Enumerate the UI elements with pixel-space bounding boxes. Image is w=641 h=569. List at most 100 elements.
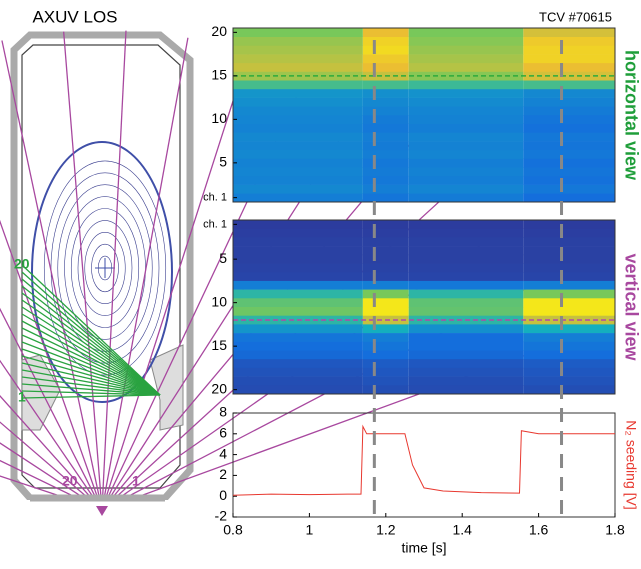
heat-cell	[408, 149, 524, 159]
side-label: vertical view	[621, 253, 641, 361]
heat-cell	[233, 254, 363, 264]
heat-cell	[362, 263, 409, 273]
heat-cell	[362, 289, 409, 299]
heat-cell	[523, 193, 615, 203]
heat-cell	[408, 45, 524, 55]
heat-cell	[523, 115, 615, 124]
heat-cell	[523, 324, 615, 334]
heat-cell	[408, 272, 524, 282]
y-tick-label: 0	[219, 487, 227, 503]
v-los	[1, 40, 103, 511]
heat-cell	[408, 97, 524, 107]
heat-cell	[408, 106, 524, 116]
x-tick-label: 1.2	[376, 522, 396, 538]
heat-cell	[362, 141, 409, 151]
heat-cell	[233, 36, 363, 46]
heat-cell	[408, 289, 524, 299]
heat-cell	[233, 367, 363, 377]
flux-surface	[84, 232, 126, 305]
y-tick-label: ch. 1	[203, 218, 227, 230]
v-los	[0, 219, 103, 511]
heat-cell	[408, 228, 524, 238]
heat-cell	[523, 385, 615, 395]
v-los	[0, 421, 103, 511]
heat-cell	[233, 350, 363, 360]
v-los	[0, 475, 103, 511]
heat-cell	[408, 263, 524, 273]
y-axis-label: N₂ seeding [V]	[623, 420, 639, 509]
heat-cell	[523, 220, 615, 229]
heat-cell	[362, 158, 409, 168]
heat-cell	[362, 376, 409, 386]
heat-cell	[408, 193, 524, 203]
heat-cell	[233, 220, 363, 229]
heat-cell	[523, 184, 615, 194]
plot-frame	[232, 27, 616, 203]
heat-cell	[362, 36, 409, 46]
heat-cell	[408, 62, 524, 72]
heat-cell	[408, 307, 524, 316]
heat-cell	[362, 324, 409, 334]
heat-cell	[233, 158, 363, 168]
x-axis-label: time [s]	[401, 540, 446, 556]
heat-cell	[523, 376, 615, 386]
heat-cell	[233, 88, 363, 98]
heat-cell	[233, 175, 363, 185]
heat-cell	[233, 115, 363, 124]
heat-cell	[362, 246, 409, 256]
heat-cell	[523, 36, 615, 46]
h-los	[21, 278, 161, 396]
y-tick-label: 20	[211, 23, 227, 39]
heat-cell	[233, 385, 363, 395]
heat-cell	[233, 193, 363, 203]
y-tick-label: 20	[211, 380, 227, 396]
heat-cell	[233, 307, 363, 316]
flux-surface	[77, 220, 133, 316]
y-tick-label: 6	[219, 425, 227, 441]
heat-cell	[362, 298, 409, 308]
heat-cell	[408, 36, 524, 46]
heat-cell	[408, 54, 524, 64]
h-los-label: 1	[18, 389, 26, 405]
h-los	[21, 292, 161, 396]
heat-cell	[362, 280, 409, 290]
heat-cell	[523, 254, 615, 264]
h-los	[21, 306, 161, 396]
heat-cell	[233, 184, 363, 194]
heat-cell	[523, 54, 615, 64]
heat-cell	[523, 307, 615, 316]
h-los	[21, 285, 161, 396]
h-los-label: 20	[14, 256, 30, 272]
x-tick-label: 1.6	[529, 522, 549, 538]
heat-cell	[233, 280, 363, 290]
h-los	[21, 390, 161, 396]
heat-cell	[233, 106, 363, 116]
h-los	[21, 383, 161, 396]
heat-cell	[362, 367, 409, 377]
heat-cell	[362, 333, 409, 343]
heat-cell	[362, 167, 409, 177]
heat-cell	[523, 45, 615, 55]
heat-cell	[408, 254, 524, 264]
heat-cell	[523, 28, 615, 37]
heat-cell	[362, 237, 409, 247]
h-los	[21, 369, 161, 396]
heat-cell	[408, 28, 524, 37]
v-los	[101, 30, 127, 511]
heat-cell	[523, 175, 615, 185]
x-tick-label: 1.4	[452, 522, 472, 538]
heat-cell	[523, 367, 615, 377]
heat-cell	[233, 237, 363, 247]
heat-cell	[408, 220, 524, 229]
heat-cell	[408, 184, 524, 194]
heat-cell	[523, 350, 615, 360]
heat-cell	[362, 220, 409, 229]
heat-cell	[408, 175, 524, 185]
v-los	[0, 395, 103, 511]
heat-cell	[362, 341, 409, 351]
flux-surface	[91, 243, 119, 293]
y-tick-label: 10	[211, 110, 227, 126]
heat-cell	[523, 80, 615, 90]
heat-cell	[408, 80, 524, 90]
